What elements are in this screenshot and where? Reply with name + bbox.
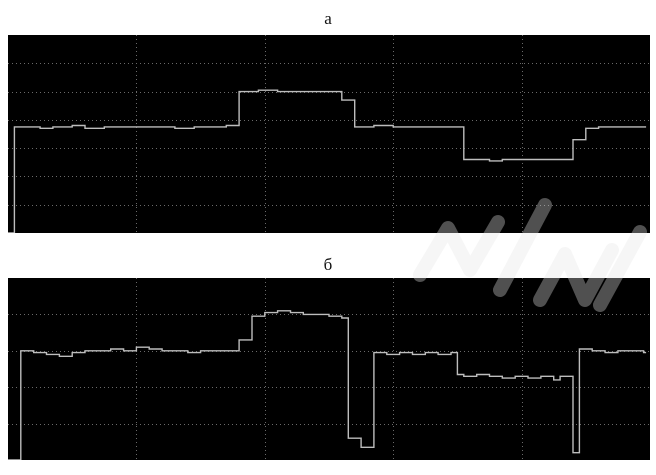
panel-b-chart <box>8 278 650 460</box>
panel-a-chart <box>8 35 650 233</box>
panel-a-label: а <box>324 9 332 28</box>
panel-b-plot-background <box>8 278 650 460</box>
panel-a-plot-background <box>8 35 650 233</box>
panel-b-label: б <box>323 255 333 274</box>
panel-b-signal-line-0 <box>8 310 647 460</box>
panel-a-signal-line-0 <box>8 89 647 233</box>
